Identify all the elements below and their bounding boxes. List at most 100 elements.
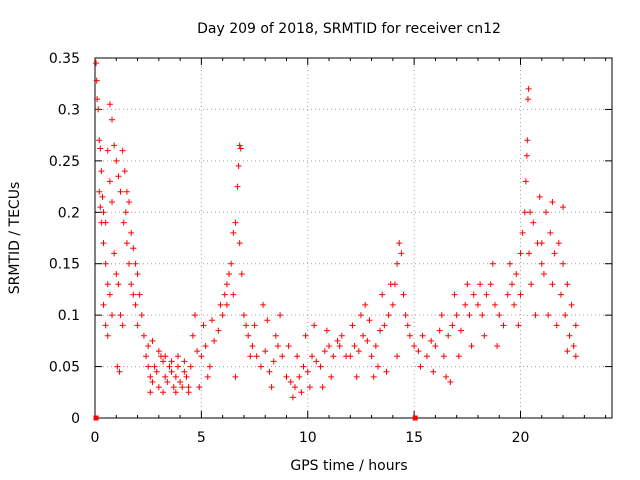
data-point — [187, 363, 194, 370]
data-point — [200, 322, 207, 329]
data-point — [183, 373, 190, 380]
data-point-marker — [93, 415, 99, 421]
data-point — [164, 379, 171, 385]
data-point — [370, 373, 377, 380]
data-point — [115, 281, 122, 288]
data-point — [232, 373, 239, 380]
data-point — [311, 322, 318, 329]
data-point — [260, 301, 267, 308]
data-point — [198, 353, 205, 360]
data-point — [321, 348, 328, 355]
data-point — [170, 384, 177, 391]
data-point — [123, 240, 130, 247]
data-point — [570, 343, 577, 349]
y-tick-label: 0.1 — [58, 308, 80, 324]
data-point — [381, 322, 388, 329]
data-point — [257, 363, 264, 370]
data-point — [509, 281, 516, 288]
chart-title: Day 209 of 2018, SRMTID for receiver cn1… — [197, 21, 501, 37]
data-point — [145, 363, 152, 370]
data-point — [116, 368, 123, 375]
data-point — [417, 363, 424, 370]
data-point — [96, 137, 103, 144]
data-point — [538, 240, 545, 247]
data-point — [96, 188, 103, 195]
data-point — [515, 322, 522, 329]
data-point — [223, 281, 230, 288]
data-point — [109, 116, 116, 123]
data-point — [138, 312, 145, 319]
data-point — [474, 301, 481, 308]
data-point — [449, 322, 456, 329]
data-point — [304, 368, 311, 375]
data-point — [549, 199, 556, 205]
data-point — [174, 363, 181, 370]
data-point — [168, 358, 175, 365]
data-point — [194, 348, 201, 355]
data-point — [249, 343, 256, 349]
data-point — [277, 312, 284, 319]
data-point — [185, 384, 192, 391]
data-point — [500, 322, 507, 329]
data-point — [517, 250, 524, 257]
data-point — [104, 332, 111, 339]
data-point — [234, 183, 241, 190]
data-point — [291, 384, 298, 391]
data-point — [389, 301, 396, 308]
data-point — [385, 312, 392, 319]
data-point — [317, 363, 324, 370]
data-point — [240, 312, 247, 319]
data-point — [132, 301, 139, 308]
data-point — [464, 281, 471, 288]
data-point — [372, 343, 379, 349]
data-point — [357, 312, 364, 319]
data-point — [238, 271, 245, 277]
data-point — [296, 373, 303, 380]
data-point — [487, 281, 494, 288]
data-point — [526, 250, 533, 257]
data-point — [100, 209, 107, 216]
data-point — [217, 301, 224, 308]
data-point — [572, 353, 579, 360]
data-point — [115, 173, 122, 180]
data-point — [243, 322, 250, 329]
data-point — [128, 229, 135, 236]
x-tick-label: 0 — [91, 430, 100, 446]
data-point — [334, 337, 341, 344]
data-point — [99, 193, 106, 200]
data-point — [106, 178, 113, 185]
data-point — [251, 322, 258, 329]
data-point — [128, 281, 135, 288]
axis-ticks — [94, 57, 612, 419]
x-tick-labels: 0 5 10 15 20 — [91, 430, 530, 446]
y-tick-label: 0.35 — [49, 51, 80, 67]
data-point — [347, 353, 354, 360]
data-point — [204, 373, 211, 380]
x-axis-label: GPS time / hours — [290, 458, 407, 474]
data-point — [149, 379, 156, 385]
data-point — [560, 260, 567, 267]
data-point — [102, 322, 109, 329]
data-point — [545, 312, 552, 319]
data-point — [568, 301, 575, 308]
data-point — [221, 291, 228, 298]
data-point — [166, 363, 173, 370]
y-tick-label: 0.05 — [49, 360, 80, 376]
data-point — [300, 363, 307, 370]
data-point — [402, 312, 409, 319]
data-point — [436, 327, 443, 334]
data-point — [477, 281, 484, 288]
data-point — [104, 281, 111, 288]
data-point — [313, 358, 320, 365]
data-point — [523, 152, 530, 159]
data-point — [126, 199, 133, 205]
data-point — [540, 271, 547, 277]
data-point — [547, 229, 554, 236]
data-point — [336, 343, 343, 349]
data-point — [353, 373, 360, 380]
data-point — [394, 353, 401, 360]
data-point — [160, 358, 167, 365]
data-point — [236, 142, 243, 149]
y-tick-label: 0.2 — [58, 205, 80, 221]
